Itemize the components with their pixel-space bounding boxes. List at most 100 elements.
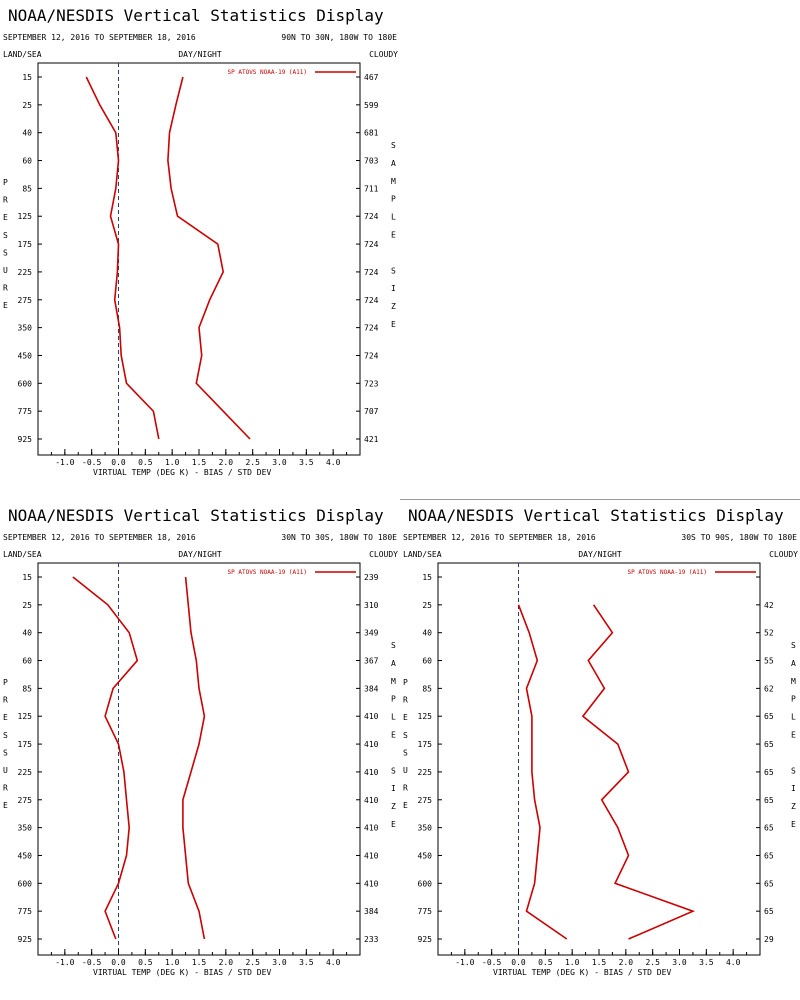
day-night-label: DAY/NIGHT xyxy=(178,50,222,59)
pressure-label: 925 xyxy=(18,435,33,444)
x-tick-label: 1.5 xyxy=(192,958,207,967)
x-tick-label: 1.0 xyxy=(565,958,580,967)
sample-size-axis-letter: L xyxy=(391,213,396,222)
sample-size-label: 384 xyxy=(364,684,379,693)
pressure-label: 25 xyxy=(422,601,432,610)
x-tick-label: 1.5 xyxy=(192,458,207,467)
sample-size-label: 410 xyxy=(364,824,379,833)
sample-size-label: 724 xyxy=(364,351,379,360)
pressure-label: 40 xyxy=(22,129,32,138)
std-dev-series-line xyxy=(581,604,696,940)
pressure-axis-letter: S xyxy=(3,731,8,740)
sample-size-label: 599 xyxy=(364,101,379,110)
pressure-axis-letter: E xyxy=(3,301,8,310)
x-tick-label: 2.5 xyxy=(245,458,260,467)
pressure-label: 225 xyxy=(18,768,33,777)
x-tick-label: 3.0 xyxy=(272,958,287,967)
date-range: SEPTEMBER 12, 2016 TO SEPTEMBER 18, 2016 xyxy=(3,533,196,542)
pressure-label: 925 xyxy=(418,935,433,944)
pressure-label: 25 xyxy=(22,101,32,110)
land-sea-label: LAND/SEA xyxy=(403,550,442,559)
pressure-label: 85 xyxy=(22,184,32,193)
pressure-axis-letter: U xyxy=(3,266,8,275)
pressure-axis-letter: P xyxy=(3,678,8,687)
sample-size-label: 410 xyxy=(364,796,379,805)
pressure-axis-letter: P xyxy=(3,178,8,187)
pressure-axis-letter: U xyxy=(403,766,408,775)
sample-size-axis-letter: Z xyxy=(391,302,396,311)
land-sea-label: LAND/SEA xyxy=(3,550,42,559)
pressure-axis-letter: S xyxy=(403,748,408,757)
day-night-label: DAY/NIGHT xyxy=(178,550,222,559)
pressure-label: 85 xyxy=(422,684,432,693)
chart-title: NOAA/NESDIS Vertical Statistics Display xyxy=(8,506,384,525)
x-tick-label: 0.0 xyxy=(111,458,126,467)
sample-size-label: 410 xyxy=(364,740,379,749)
sample-size-label: 723 xyxy=(364,379,379,388)
x-tick-label: -0.5 xyxy=(82,958,101,967)
pressure-label: 125 xyxy=(18,712,33,721)
sample-size-label: 421 xyxy=(364,435,379,444)
region-label: 90N TO 30N, 180W TO 180E xyxy=(281,33,397,42)
pressure-label: 775 xyxy=(418,907,433,916)
sample-size-axis-letter: L xyxy=(391,713,396,722)
x-tick-label: 2.5 xyxy=(245,958,260,967)
sample-size-label: 65 xyxy=(764,907,774,916)
pressure-axis-letter: R xyxy=(3,196,8,205)
x-axis-label: VIRTUAL TEMP (DEG K) - BIAS / STD DEV xyxy=(93,468,271,477)
pressure-label: 275 xyxy=(18,296,33,305)
legend-label: SP ATOVS NOAA-19 (A11) xyxy=(628,569,707,576)
plot-frame xyxy=(37,62,361,456)
sample-size-label: 410 xyxy=(364,879,379,888)
pressure-label: 450 xyxy=(418,851,433,860)
pressure-label: 600 xyxy=(18,879,33,888)
x-tick-label: -1.0 xyxy=(55,458,74,467)
sample-size-label: 703 xyxy=(364,157,379,166)
pressure-label: 775 xyxy=(18,907,33,916)
x-tick-label: 1.0 xyxy=(165,958,180,967)
pressure-axis-letter: E xyxy=(403,713,408,722)
x-tick-label: 2.0 xyxy=(219,958,234,967)
pressure-label: 60 xyxy=(22,157,32,166)
pressure-axis-letter: E xyxy=(3,213,8,222)
pressure-label: 60 xyxy=(422,657,432,666)
cloudy-label: CLOUDY xyxy=(369,50,398,59)
sample-size-axis-letter: P xyxy=(391,195,396,204)
legend-label: SP ATOVS NOAA-19 (A11) xyxy=(228,69,307,76)
date-range: SEPTEMBER 12, 2016 TO SEPTEMBER 18, 2016 xyxy=(3,33,196,42)
sample-size-axis-letter: L xyxy=(791,713,796,722)
sample-size-axis-letter: A xyxy=(791,659,796,668)
x-tick-label: 0.0 xyxy=(511,958,526,967)
x-tick-label: 1.5 xyxy=(592,958,607,967)
pressure-label: 225 xyxy=(18,268,33,277)
pressure-label: 125 xyxy=(18,212,33,221)
sample-size-axis-letter: E xyxy=(791,820,796,829)
sample-size-label: 239 xyxy=(364,573,379,582)
x-tick-label: 4.0 xyxy=(326,458,341,467)
pressure-label: 25 xyxy=(22,601,32,610)
pressure-axis-letter: R xyxy=(3,784,8,793)
pressure-axis-letter: E xyxy=(3,713,8,722)
pressure-axis-letter: S xyxy=(3,748,8,757)
sample-size-label: 29 xyxy=(764,935,774,944)
sample-size-axis-letter: P xyxy=(791,695,796,704)
sample-size-axis-letter: Z xyxy=(791,802,796,811)
sample-size-axis-letter: E xyxy=(391,820,396,829)
sample-size-axis-letter: I xyxy=(391,284,396,293)
sample-size-axis-letter: S xyxy=(391,141,396,150)
sample-size-label: 384 xyxy=(364,907,379,916)
sample-size-label: 681 xyxy=(364,129,379,138)
x-tick-label: 3.5 xyxy=(299,458,314,467)
pressure-label: 125 xyxy=(418,712,433,721)
sample-size-label: 55 xyxy=(764,657,774,666)
bias-series-line xyxy=(85,76,160,440)
sample-size-axis-letter: I xyxy=(391,784,396,793)
sample-size-axis-letter: S xyxy=(791,766,796,775)
x-tick-label: 4.0 xyxy=(726,958,741,967)
sample-size-label: 711 xyxy=(364,184,379,193)
sample-size-label: 62 xyxy=(764,684,774,693)
sample-size-axis-letter: S xyxy=(391,266,396,275)
sample-size-label: 65 xyxy=(764,768,774,777)
std-dev-series-line xyxy=(182,576,206,940)
x-tick-label: 3.0 xyxy=(272,458,287,467)
